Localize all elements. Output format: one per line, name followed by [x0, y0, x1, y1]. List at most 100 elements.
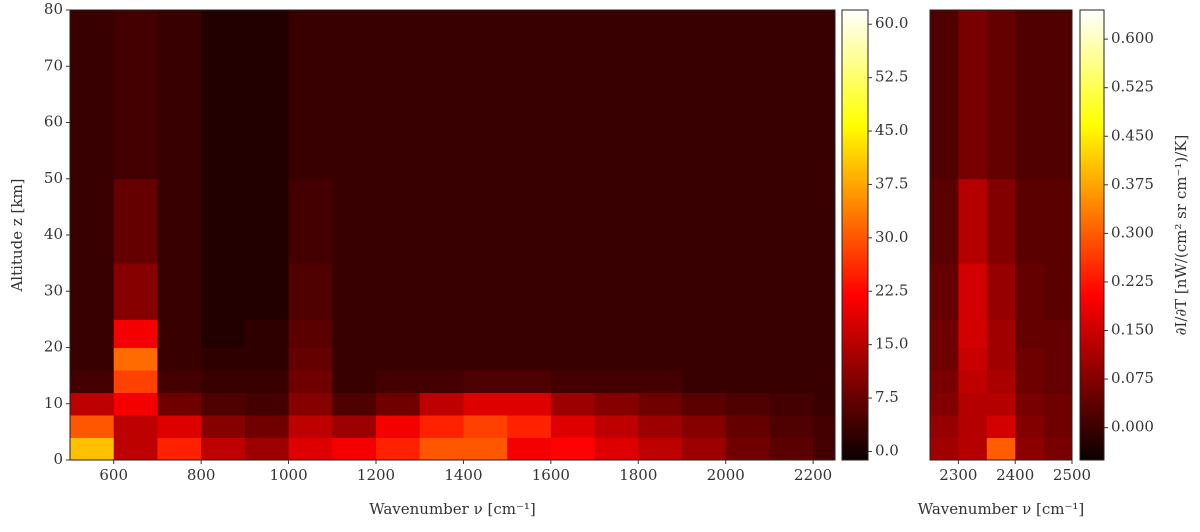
heat-cell — [550, 415, 596, 438]
heat-cell — [70, 392, 115, 416]
heat-cell — [376, 370, 421, 393]
heat-cell — [201, 370, 246, 393]
heat-cell — [550, 347, 596, 371]
heat-cell — [682, 178, 727, 264]
heat-cell — [986, 347, 1016, 371]
heat-cell — [1043, 437, 1073, 461]
heat-cell — [986, 319, 1016, 348]
heat-cell — [113, 10, 158, 180]
heat-cell — [986, 10, 1016, 180]
heat-cell — [157, 370, 202, 393]
colorbar-tick-label: 37.5 — [875, 174, 908, 192]
heat-cell — [463, 415, 508, 438]
heat-cell — [288, 415, 333, 438]
heat-cell — [244, 370, 290, 393]
heat-cell — [419, 178, 464, 264]
colorbar-tick-label: 0.450 — [1111, 126, 1154, 144]
heat-cell — [463, 437, 508, 461]
x-tick-label: 2500 — [1053, 466, 1091, 484]
heat-cell — [550, 10, 596, 180]
y-tick-label: 50 — [44, 169, 63, 187]
heat-cell — [244, 415, 290, 438]
heat-cell — [594, 392, 639, 416]
heat-cell — [376, 415, 421, 438]
heat-cell — [1043, 347, 1073, 371]
heat-cell — [958, 415, 988, 438]
heat-cell — [70, 415, 115, 438]
heat-cell — [813, 415, 836, 438]
heat-cell — [288, 10, 333, 180]
heat-cell — [725, 347, 770, 371]
heat-cell — [1043, 10, 1073, 180]
heat-cell — [958, 178, 988, 264]
heat-cell — [288, 370, 333, 393]
x-tick-label: 1200 — [357, 466, 395, 484]
colorbar-tick-label: 60.0 — [875, 14, 908, 32]
colorbar-label: ∂I/∂T [nW/(cm² sr cm⁻¹)/K] — [1172, 135, 1190, 336]
heat-cell — [113, 415, 158, 438]
y-tick-label: 20 — [44, 338, 63, 356]
colorbar — [1079, 9, 1105, 461]
heat-cell — [288, 178, 333, 264]
heat-cell — [332, 415, 377, 438]
heat-cell — [70, 178, 115, 264]
y-tick-label: 40 — [44, 225, 63, 243]
heat-cell — [507, 178, 552, 264]
heat-cell — [638, 263, 683, 320]
heat-cell — [419, 370, 464, 393]
heat-cell — [201, 415, 246, 438]
heat-cell — [419, 392, 464, 416]
heat-cell — [376, 347, 421, 371]
heat-cell — [507, 370, 552, 393]
x-tick-label: 2200 — [794, 466, 832, 484]
heat-cell — [419, 437, 464, 461]
heat-cell — [769, 319, 814, 348]
heat-cell — [113, 370, 158, 393]
heat-cell — [70, 319, 115, 348]
heat-cell — [70, 10, 115, 180]
heat-cell — [1043, 178, 1073, 264]
heat-cell — [550, 392, 596, 416]
x-tick-label: 800 — [187, 466, 216, 484]
heat-cell — [1015, 319, 1045, 348]
heat-cell — [682, 437, 727, 461]
heat-cell — [550, 263, 596, 320]
heat-cell — [419, 347, 464, 371]
x-tick-label: 600 — [99, 466, 128, 484]
heat-cell — [769, 347, 814, 371]
heat-cell — [1015, 263, 1045, 320]
colorbar-tick-label: 0.525 — [1111, 78, 1154, 96]
heat-cell — [725, 10, 770, 180]
heat-cell — [419, 263, 464, 320]
heat-cell — [113, 347, 158, 371]
heat-cell — [1015, 178, 1045, 264]
heat-cell — [638, 319, 683, 348]
heat-cell — [463, 370, 508, 393]
heat-cell — [332, 370, 377, 393]
heat-cell — [201, 263, 246, 320]
heat-cell — [1015, 392, 1045, 416]
x-tick-label: 1800 — [619, 466, 657, 484]
heat-cell — [813, 370, 836, 393]
heat-cell — [288, 392, 333, 416]
heat-cell — [157, 415, 202, 438]
heat-cell — [813, 178, 836, 264]
heat-cell — [244, 263, 290, 320]
heat-cell — [725, 392, 770, 416]
heat-cell — [986, 263, 1016, 320]
heat-cell — [70, 370, 115, 393]
heat-cell — [930, 437, 959, 461]
heat-cell — [419, 10, 464, 180]
heat-cell — [157, 319, 202, 348]
heat-cell — [594, 178, 639, 264]
heat-cell — [288, 347, 333, 371]
heat-cell — [507, 415, 552, 438]
heat-cell — [930, 415, 959, 438]
heat-cell — [157, 178, 202, 264]
heat-cell — [769, 437, 814, 461]
heat-cell — [113, 263, 158, 320]
heat-cell — [986, 415, 1016, 438]
heat-cell — [986, 178, 1016, 264]
heat-cell — [157, 392, 202, 416]
heat-cell — [507, 392, 552, 416]
